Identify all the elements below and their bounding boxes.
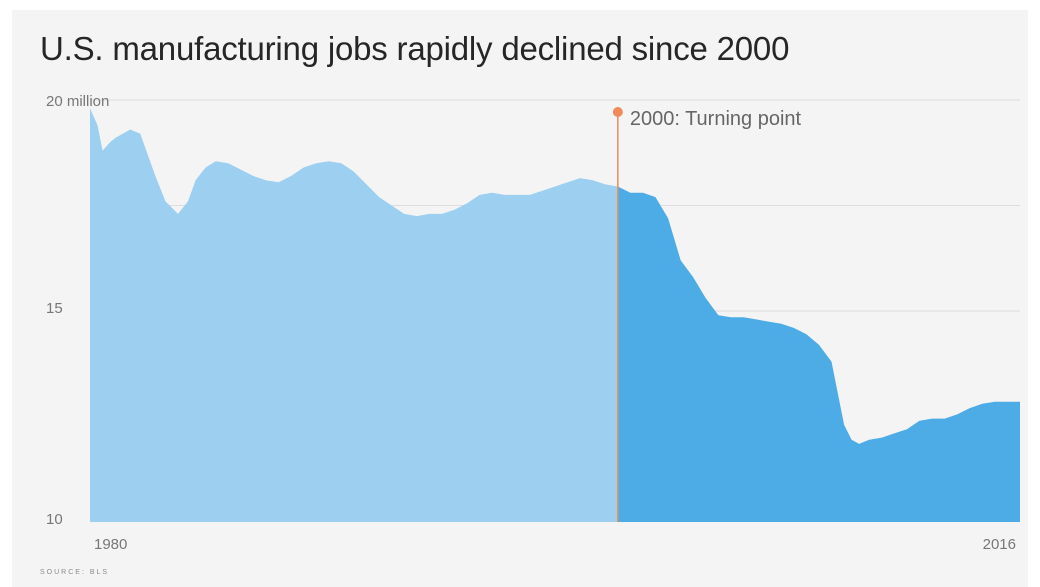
y-tick-label: 20 million [46,93,109,110]
annotation-label: 2000: Turning point [630,108,802,130]
y-tick-label: 15 [46,300,63,317]
y-tick-label: 10 [46,511,63,528]
area-before-2000 [90,108,618,523]
chart-title: U.S. manufacturing jobs rapidly declined… [40,30,790,67]
x-tick-label: 2016 [983,536,1016,553]
area-after-2000 [617,186,1020,522]
x-tick-label: 1980 [94,536,127,553]
annotation-dot [612,107,623,117]
source-note: SOURCE: BLS [40,569,110,576]
